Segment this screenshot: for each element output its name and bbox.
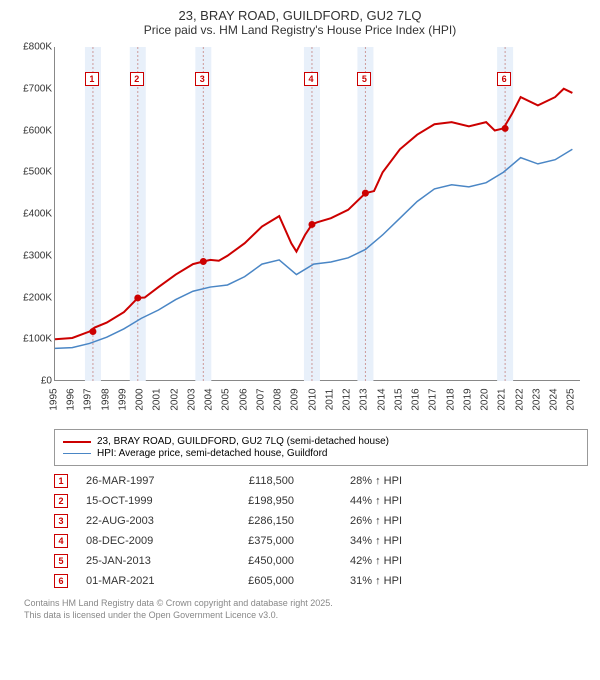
legend-label: HPI: Average price, semi-detached house,… <box>97 448 328 459</box>
x-tick-label: 2009 <box>290 388 301 410</box>
x-tick-label: 2022 <box>514 388 525 410</box>
x-tick-label: 2008 <box>273 388 284 410</box>
sale-pct: 44% ↑ HPI <box>312 495 402 507</box>
x-tick-label: 2001 <box>152 388 163 410</box>
footer-line1: Contains HM Land Registry data © Crown c… <box>24 598 588 610</box>
x-tick-label: 2020 <box>480 388 491 410</box>
sale-pct: 26% ↑ HPI <box>312 515 402 527</box>
x-tick-label: 2014 <box>376 388 387 410</box>
x-tick-label: 1998 <box>100 388 111 410</box>
y-tick-label: £800K <box>12 42 52 53</box>
x-tick-label: 2003 <box>186 388 197 410</box>
sale-pct: 28% ↑ HPI <box>312 475 402 487</box>
sale-marker-5: 5 <box>357 72 371 86</box>
x-tick-label: 2006 <box>238 388 249 410</box>
plot-svg <box>55 47 580 380</box>
legend-item: 23, BRAY ROAD, GUILDFORD, GU2 7LQ (semi-… <box>63 436 579 447</box>
x-tick-label: 2017 <box>428 388 439 410</box>
x-tick-label: 2019 <box>462 388 473 410</box>
x-tick-label: 2023 <box>531 388 542 410</box>
y-tick-label: £600K <box>12 125 52 136</box>
sale-row: 6 01-MAR-2021 £605,000 31% ↑ HPI <box>54 574 588 588</box>
title-address: 23, BRAY ROAD, GUILDFORD, GU2 7LQ <box>12 8 588 23</box>
x-tick-label: 2011 <box>324 389 335 411</box>
sale-price: £375,000 <box>214 535 294 547</box>
chart-container: 23, BRAY ROAD, GUILDFORD, GU2 7LQ Price … <box>0 0 600 629</box>
sale-number-box: 1 <box>54 474 68 488</box>
sale-date: 15-OCT-1999 <box>86 495 196 507</box>
x-tick-label: 1997 <box>83 388 94 410</box>
sale-marker-6: 6 <box>497 72 511 86</box>
x-tick-label: 1999 <box>117 388 128 410</box>
sale-pct: 31% ↑ HPI <box>312 575 402 587</box>
title-subtitle: Price paid vs. HM Land Registry's House … <box>12 23 588 37</box>
legend-label: 23, BRAY ROAD, GUILDFORD, GU2 7LQ (semi-… <box>97 436 389 447</box>
sale-number-box: 3 <box>54 514 68 528</box>
sale-date: 25-JAN-2013 <box>86 555 196 567</box>
y-tick-label: £400K <box>12 209 52 220</box>
x-tick-label: 2021 <box>497 388 508 410</box>
x-tick-label: 2000 <box>135 388 146 410</box>
y-tick-label: £100K <box>12 334 52 345</box>
sale-date: 26-MAR-1997 <box>86 475 196 487</box>
sale-row: 4 08-DEC-2009 £375,000 34% ↑ HPI <box>54 534 588 548</box>
y-tick-label: £0 <box>12 376 52 387</box>
sale-row: 5 25-JAN-2013 £450,000 42% ↑ HPI <box>54 554 588 568</box>
x-tick-label: 2016 <box>411 388 422 410</box>
sale-price: £450,000 <box>214 555 294 567</box>
footer-attribution: Contains HM Land Registry data © Crown c… <box>24 598 588 621</box>
x-tick-label: 2005 <box>221 388 232 410</box>
y-tick-label: £500K <box>12 167 52 178</box>
x-tick-label: 2004 <box>204 388 215 410</box>
sale-marker-2: 2 <box>130 72 144 86</box>
sale-price: £198,950 <box>214 495 294 507</box>
sale-number-box: 6 <box>54 574 68 588</box>
chart-area: £0 £100K £200K £300K £400K £500K £600K £700K £80… <box>12 43 588 423</box>
legend-item: HPI: Average price, semi-detached house,… <box>63 448 579 459</box>
sale-pct: 34% ↑ HPI <box>312 535 402 547</box>
y-tick-label: £300K <box>12 250 52 261</box>
sale-pct: 42% ↑ HPI <box>312 555 402 567</box>
sale-row: 3 22-AUG-2003 £286,150 26% ↑ HPI <box>54 514 588 528</box>
footer-line2: This data is licensed under the Open Gov… <box>24 610 588 622</box>
y-tick-label: £700K <box>12 83 52 94</box>
x-tick-label: 2013 <box>359 388 370 410</box>
sale-number-box: 2 <box>54 494 68 508</box>
x-tick-label: 2002 <box>169 388 180 410</box>
x-tick-label: 2015 <box>393 388 404 410</box>
sale-date: 01-MAR-2021 <box>86 575 196 587</box>
x-tick-label: 1996 <box>66 388 77 410</box>
sale-number-box: 5 <box>54 554 68 568</box>
x-tick-label: 2018 <box>445 388 456 410</box>
sale-price: £605,000 <box>214 575 294 587</box>
sale-row: 2 15-OCT-1999 £198,950 44% ↑ HPI <box>54 494 588 508</box>
sale-marker-1: 1 <box>85 72 99 86</box>
title-block: 23, BRAY ROAD, GUILDFORD, GU2 7LQ Price … <box>12 8 588 37</box>
x-tick-label: 2024 <box>549 388 560 410</box>
y-tick-label: £200K <box>12 292 52 303</box>
x-tick-label: 1995 <box>49 388 60 410</box>
sale-price: £118,500 <box>214 475 294 487</box>
x-tick-label: 2025 <box>566 388 577 410</box>
legend: 23, BRAY ROAD, GUILDFORD, GU2 7LQ (semi-… <box>54 429 588 466</box>
sale-marker-3: 3 <box>195 72 209 86</box>
sale-date: 08-DEC-2009 <box>86 535 196 547</box>
plot-region <box>54 47 580 381</box>
sale-number-box: 4 <box>54 534 68 548</box>
x-tick-label: 2012 <box>342 388 353 410</box>
x-tick-label: 2010 <box>307 388 318 410</box>
sale-row: 1 26-MAR-1997 £118,500 28% ↑ HPI <box>54 474 588 488</box>
sale-price: £286,150 <box>214 515 294 527</box>
sale-date: 22-AUG-2003 <box>86 515 196 527</box>
x-tick-label: 2007 <box>255 388 266 410</box>
sale-marker-4: 4 <box>304 72 318 86</box>
